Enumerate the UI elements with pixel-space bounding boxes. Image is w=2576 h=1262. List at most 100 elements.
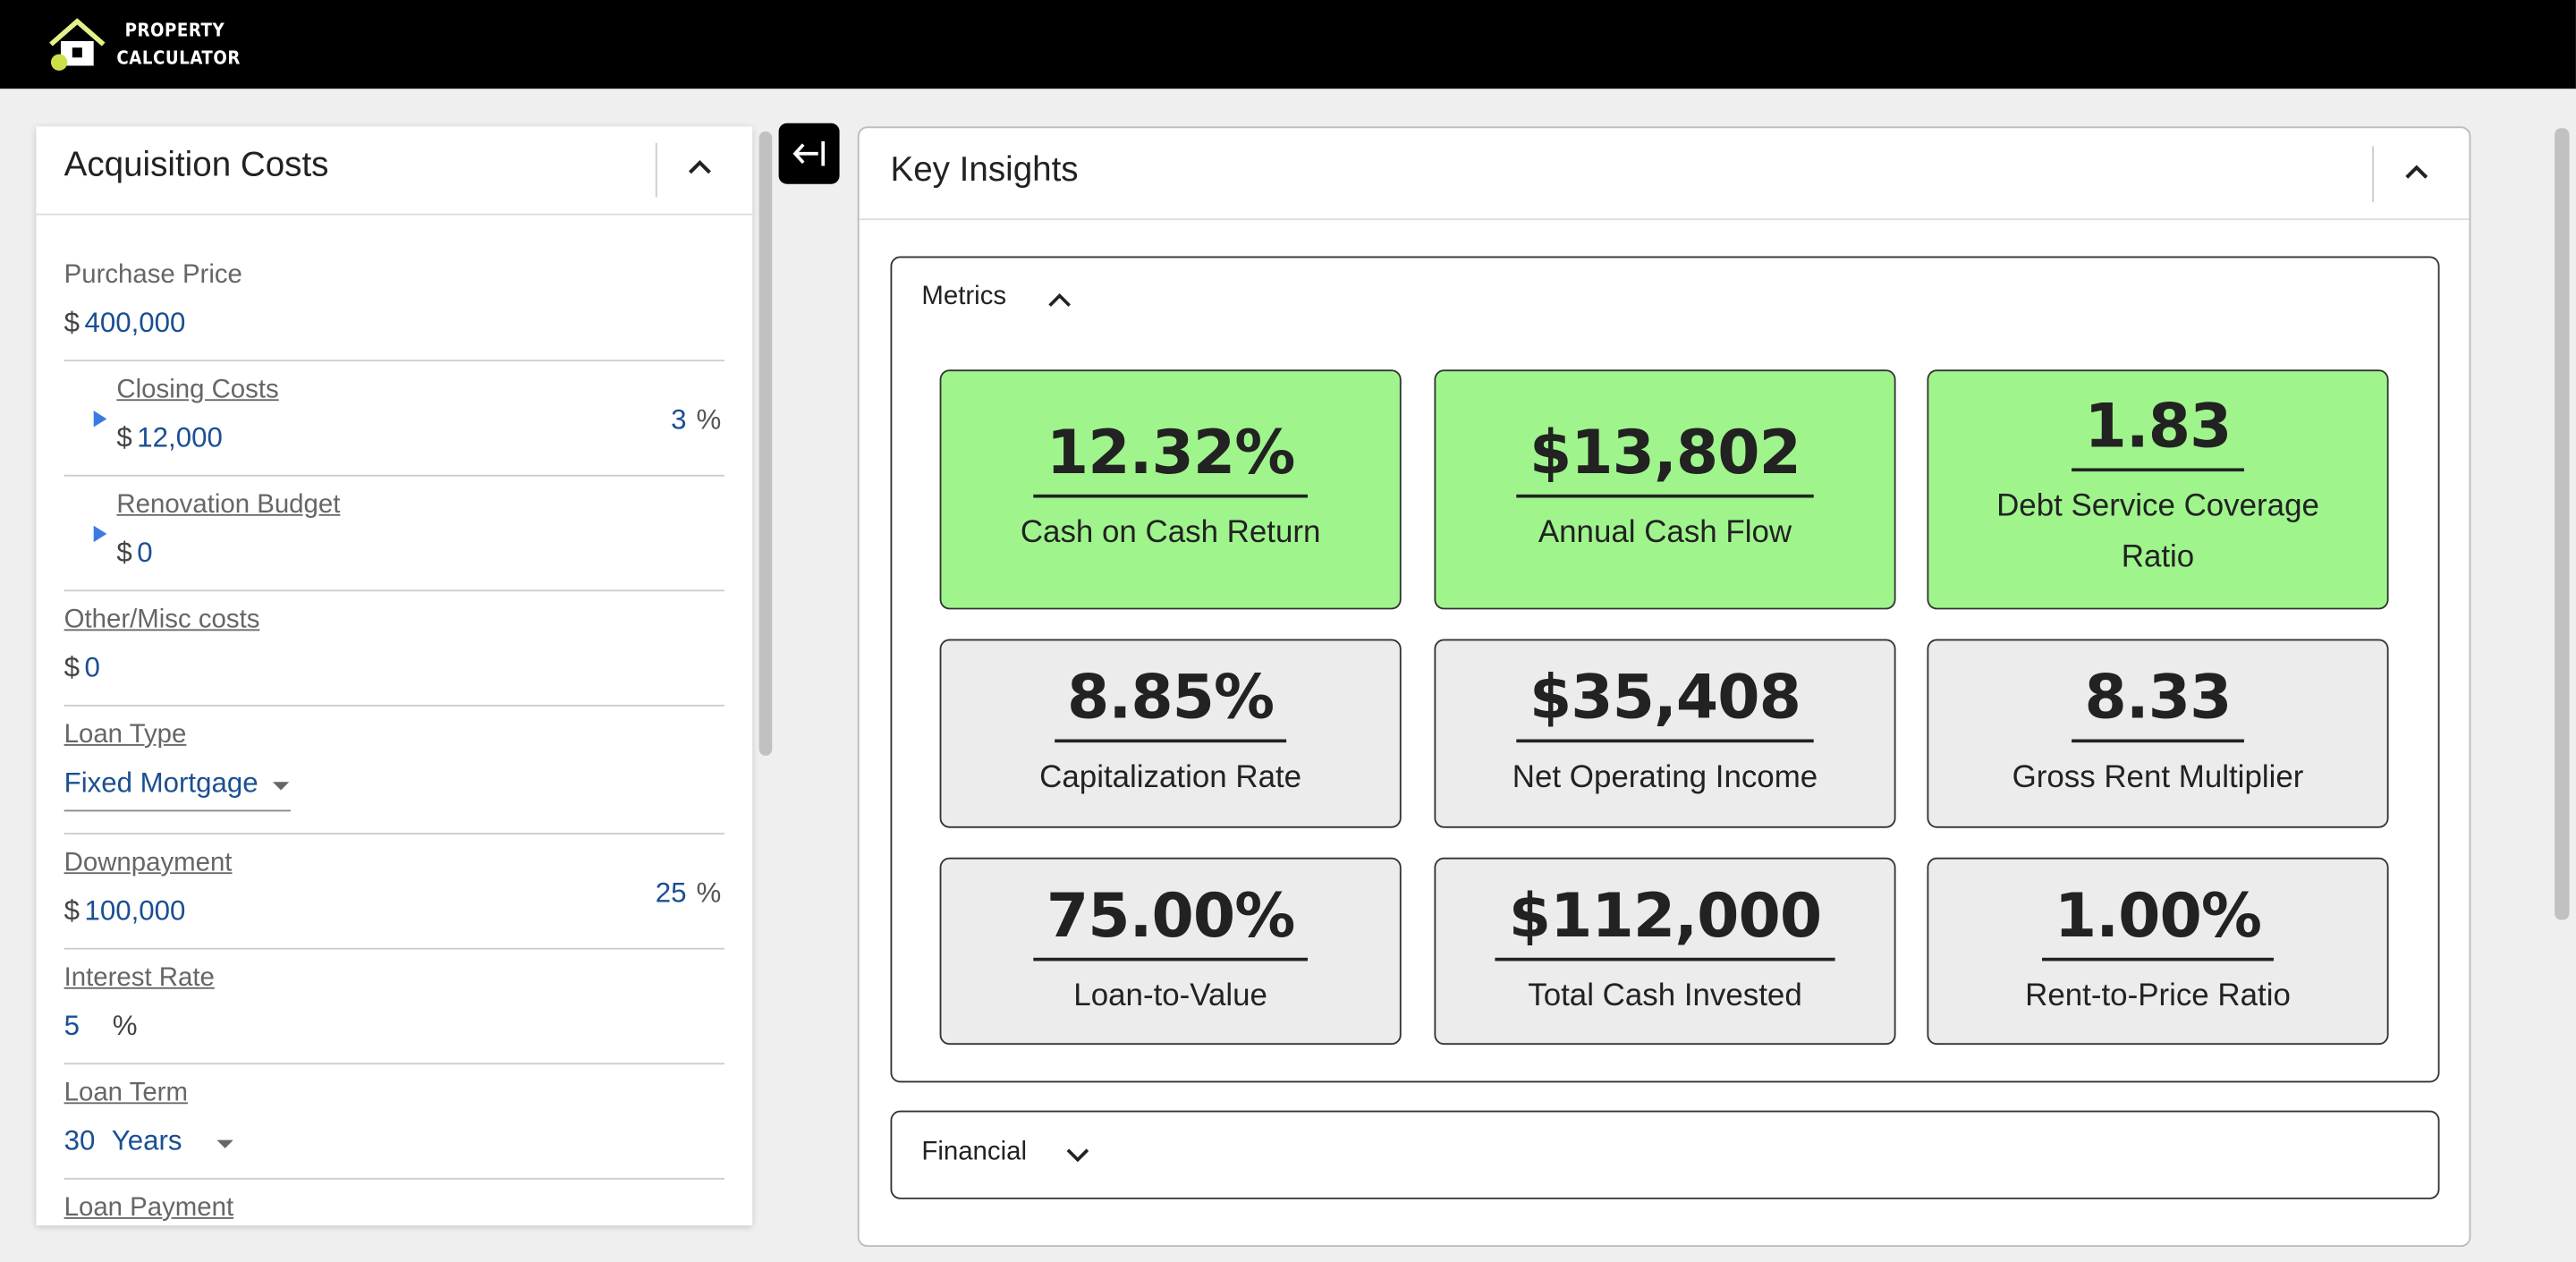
field-value[interactable]: $0 [116,538,152,571]
currency-prefix: $ [116,537,132,569]
field-label: Renovation Budget [116,491,341,520]
field-row: Closing Costs $12,000 3% [64,361,724,477]
value-text: 0 [137,537,153,569]
metric-value: $35,408 [1516,662,1814,743]
divider [2372,146,2375,202]
metric-card: 8.85% Capitalization Rate [939,639,1402,828]
field-value[interactable]: 30 Years [64,1125,235,1158]
metric-value: 8.85% [1054,662,1287,743]
scrollbar[interactable] [2555,128,2570,920]
logo-icon [49,18,106,71]
value-text: 5 [64,1010,80,1042]
sidebar-toggle[interactable] [778,123,840,184]
field-label: Closing Costs [116,376,279,404]
metric-value: 1.83 [2071,391,2245,472]
field-value[interactable]: 5% [64,1011,138,1044]
field-label: Loan Payment [64,1194,234,1223]
percent-value: 3 [671,403,687,436]
value-text: 400,000 [84,307,186,339]
metric-label: Cash on Cash Return [1020,515,1321,551]
metric-label: Rent-to-Price Ratio [2025,978,2291,1014]
field-row: Interest Rate 5% [64,950,724,1065]
chevron-down[interactable] [1064,1145,1090,1165]
metric-card: $112,000 Total Cash Invested [1434,857,1896,1046]
field-label: Other/Misc costs [64,606,260,634]
acquisition-panel: Acquisition Costs Purchase Price $400,000… [36,126,753,1226]
metric-label: Loan-to-Value [1073,978,1267,1014]
field-row: Other/Misc costs $0 [64,591,724,707]
collapse-button[interactable] [687,157,713,177]
metric-value: 1.00% [2041,880,2275,961]
metric-card: 1.00% Rent-to-Price Ratio [1927,857,2389,1046]
metric-label: Debt Service Coverage Ratio [1996,489,2319,575]
dropdown-arrow[interactable] [271,778,291,792]
field-row: Purchase Price $400,000 [64,247,724,362]
metric-card: $13,802 Annual Cash Flow [1434,369,1896,610]
metric-card: 1.83 Debt Service Coverage Ratio [1927,369,2389,610]
metric-label: Net Operating Income [1512,760,1818,795]
panel-title: Acquisition Costs [64,146,329,184]
metric-value: 8.33 [2071,662,2245,743]
metrics-section: Metrics 12.32% Cash on Cash Return $13,802… [890,256,2440,1083]
field-value[interactable]: $400,000 [64,307,186,340]
dropdown-arrow[interactable] [215,1136,234,1149]
metric-value: 75.00% [1033,880,1309,961]
metric-label: Capitalization Rate [1039,760,1302,795]
percent-unit: % [696,877,722,909]
section-title[interactable]: Financial [921,1138,1027,1167]
logo-text: PROPERTY [124,20,225,41]
divider [655,142,657,198]
field-value[interactable]: $12,000 [116,422,222,455]
section-title[interactable]: Metrics [921,282,1007,311]
field-label: Interest Rate [64,964,215,993]
logo-text: CALCULATOR [116,47,241,70]
expand-toggle[interactable] [92,409,108,428]
field-value[interactable]: Fixed Mortgage [64,767,292,812]
field-row: Downpayment $100,000 25% [64,834,724,950]
chevron-up[interactable] [1046,291,1072,310]
percent-field[interactable]: 25% [656,877,722,911]
expand-toggle[interactable] [92,524,108,544]
currency-prefix: $ [64,895,80,927]
metric-label: Total Cash Invested [1528,978,1802,1014]
metric-value: $13,802 [1516,418,1814,498]
value-text: 30 [64,1125,96,1157]
percent-unit: % [696,403,722,436]
percent-value: 25 [655,877,687,909]
currency-prefix: $ [64,307,80,339]
insights-panel: Key Insights Metrics 12.32% Cash on Cash … [857,126,2471,1248]
field-label: Downpayment [64,849,233,877]
percent-field[interactable]: 3% [671,404,721,437]
field-value[interactable]: $0 [64,652,100,685]
metric-card: 12.32% Cash on Cash Return [939,369,1402,610]
metric-label: Annual Cash Flow [1538,515,1792,551]
value-text: Fixed Mortgage [64,767,258,799]
field-row: Renovation Budget $0 [64,477,724,592]
scrollbar[interactable] [758,131,773,756]
field-list: Purchase Price $400,000 Closing Costs $12,0… [64,247,724,1226]
metric-card: 8.33 Gross Rent Multiplier [1927,639,2389,828]
metric-value: $112,000 [1496,880,1835,961]
field-label: Purchase Price [64,261,242,290]
currency-prefix: $ [116,422,132,453]
currency-prefix: $ [64,652,80,684]
value-text: 100,000 [84,895,186,927]
unit: % [112,1010,138,1042]
value-text: 12,000 [137,422,223,453]
financial-section[interactable]: Financial [890,1110,2440,1199]
collapse-button[interactable] [2403,163,2429,182]
top-bar: PROPERTY CALCULATOR [0,0,2576,89]
value-text: 0 [84,652,100,684]
divider [36,213,753,216]
metric-card: $35,408 Net Operating Income [1434,639,1896,828]
panel-title: Key Insights [890,150,1079,190]
field-row: Loan Payment [64,1180,724,1225]
metric-label: Gross Rent Multiplier [2012,760,2304,795]
field-label: Loan Term [64,1079,188,1107]
field-row: Loan Type Fixed Mortgage [64,707,724,835]
field-value[interactable]: $100,000 [64,895,186,928]
divider [859,218,2470,221]
field-row: Loan Term 30 Years [64,1064,724,1180]
unit: Years [111,1125,182,1157]
